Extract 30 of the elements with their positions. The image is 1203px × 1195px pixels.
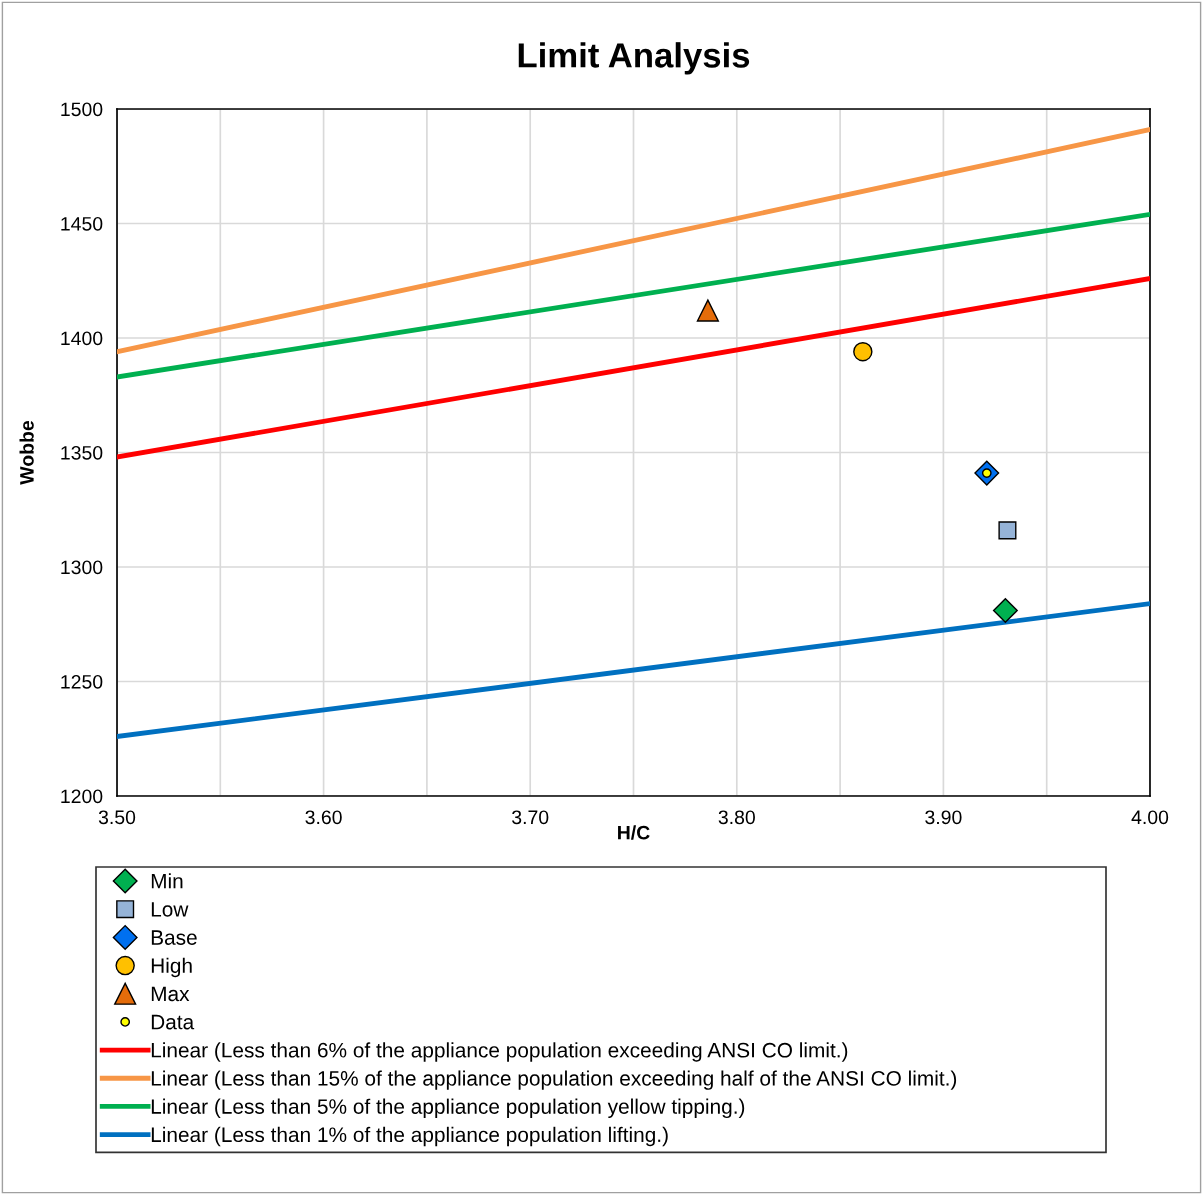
point [853, 342, 873, 362]
legend-label: Linear (Less than 5% of the appliance population yellow tipping.) [151, 1098, 745, 1119]
x-tick-label: 3.70 [512, 810, 549, 825]
legend-label: Low [151, 902, 189, 917]
point [998, 521, 1017, 540]
x-tick-label: 3.50 [98, 810, 136, 825]
point [696, 299, 719, 322]
y-tick-label: 1500 [61, 102, 103, 117]
x-tick-label: 3.60 [305, 810, 342, 825]
y-tick-label: 1350 [61, 445, 103, 460]
y-axis-title: Wobbe [19, 420, 34, 485]
point [992, 598, 1018, 623]
y-tick-label: 1400 [61, 331, 103, 346]
legend-label: Max [151, 986, 190, 1002]
legend-label: Data [151, 1014, 195, 1030]
legend-label: Base [151, 930, 197, 945]
y-tick-label: 1450 [61, 216, 103, 231]
legend-label: Linear (Less than 6% of the appliance population exceeding ANSI CO limit.) [151, 1042, 848, 1062]
legend-label: Linear (Less than 15% of the appliance population exceeding half of the ANSI CO limit.) [151, 1070, 957, 1090]
x-tick-label: 4.00 [1131, 810, 1169, 825]
legend-label: Linear (Less than 1% of the appliance population lifting.) [151, 1126, 668, 1147]
legend-label: High [151, 957, 192, 978]
x-tick-label: 3.90 [925, 810, 962, 825]
y-tick-label: 1300 [61, 560, 103, 575]
y-tick-label: 1200 [61, 789, 103, 804]
x-axis-title: H/C [618, 825, 650, 840]
legend-label: Min [151, 873, 183, 889]
y-tick-label: 1250 [61, 674, 103, 689]
x-tick-label: 3.80 [718, 810, 755, 825]
chart-title: Limit Analysis [518, 42, 750, 75]
